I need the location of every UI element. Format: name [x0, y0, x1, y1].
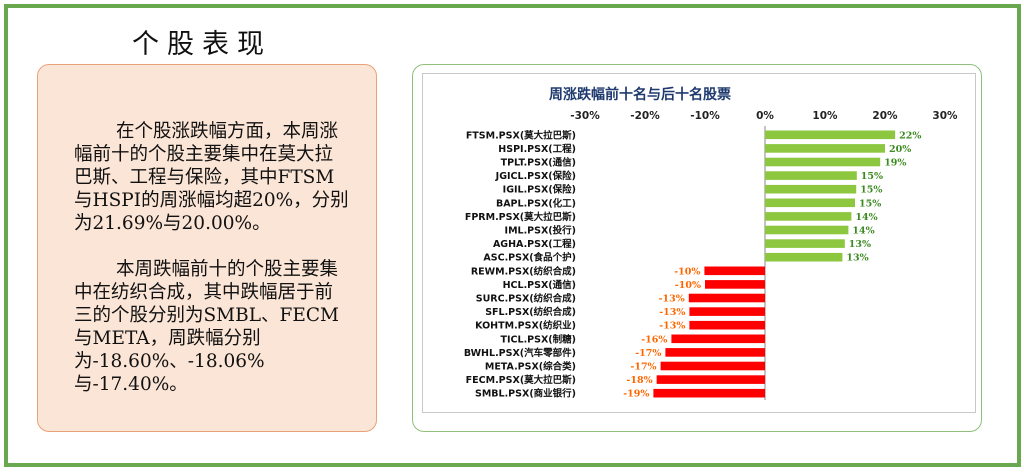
- data-label: -19%: [623, 389, 649, 400]
- loser-bar: [705, 280, 765, 289]
- category-label: FTSM.PSX(莫大拉巴斯): [466, 129, 576, 141]
- loser-bar: [665, 348, 765, 357]
- data-label: -13%: [659, 294, 685, 305]
- category-label: REWM.PSX(纺织合成): [471, 265, 576, 277]
- data-label: 14%: [852, 226, 874, 237]
- loser-bar: [656, 375, 765, 384]
- data-label: -17%: [635, 348, 661, 359]
- gainer-bar: [765, 239, 845, 248]
- data-label: 22%: [899, 130, 921, 141]
- x-tick-label: 10%: [812, 110, 838, 122]
- category-label: HSPI.PSX(工程): [498, 143, 576, 155]
- x-tick-label: -10%: [690, 110, 720, 122]
- data-label: -13%: [659, 321, 685, 332]
- loser-bar: [689, 320, 765, 330]
- data-label: -13%: [659, 307, 685, 318]
- category-label: IGIL.PSX(保险): [503, 184, 576, 196]
- category-label: FPRM.PSX(莫大拉巴斯): [465, 211, 576, 223]
- category-label: IML.PSX(投行): [505, 225, 576, 237]
- loser-bar: [704, 266, 765, 276]
- gainer-bar: [765, 184, 857, 194]
- x-tick-label: 30%: [932, 110, 958, 122]
- x-tick-label: -30%: [570, 110, 600, 122]
- category-label: FECM.PSX(莫大拉巴斯): [466, 374, 576, 386]
- page-title: 个股表现: [132, 29, 272, 60]
- chart-title: 周涨跌幅前十名与后十名股票: [549, 86, 731, 103]
- gainer-bar: [765, 252, 843, 262]
- loser-bar: [653, 388, 765, 398]
- data-label: -18%: [626, 375, 652, 386]
- category-label: BAPL.PSX(化工): [496, 197, 576, 209]
- gainer-bar: [765, 225, 849, 235]
- category-label: AGHA.PSX(工程): [493, 238, 576, 250]
- gainer-bar: [765, 198, 855, 208]
- loser-bar: [689, 307, 765, 316]
- loser-bar: [688, 293, 765, 303]
- gainer-bar: [765, 144, 885, 153]
- x-tick-label: 20%: [872, 110, 898, 122]
- category-label: TICL.PSX(制糖): [501, 333, 576, 345]
- data-label: -16%: [641, 334, 667, 345]
- data-label: 15%: [859, 198, 881, 209]
- chart-panel: [412, 64, 982, 432]
- category-label: KOHTM.PSX(纺织业): [475, 320, 576, 332]
- loser-bar: [671, 334, 765, 344]
- gainer-bar: [765, 171, 857, 180]
- gainer-bar: [765, 212, 852, 221]
- x-tick-label: 0%: [756, 110, 774, 122]
- data-label: -17%: [630, 362, 656, 373]
- data-label: 13%: [849, 239, 871, 250]
- gainer-bar: [765, 130, 896, 140]
- chart-plot-frame: [422, 73, 976, 413]
- category-label: SMBL.PSX(商业银行): [475, 388, 576, 400]
- category-label: META.PSX(综合类): [485, 361, 576, 373]
- data-label: 15%: [861, 171, 883, 182]
- data-label: 14%: [855, 212, 877, 223]
- data-label: 19%: [884, 158, 906, 169]
- data-label: 15%: [860, 185, 882, 196]
- data-label: -10%: [674, 266, 700, 277]
- category-label: HCL.PSX(通信): [503, 279, 576, 291]
- commentary-paragraph-gainers: 在个股涨跌幅方面，本周涨幅前十的个股主要集中在莫大拉巴斯、工程与保险，其中FTS…: [74, 121, 349, 234]
- gainer-bar: [765, 157, 881, 167]
- category-label: SFL.PSX(纺织合成): [485, 306, 576, 318]
- x-tick-label: -20%: [630, 110, 660, 122]
- data-label: 13%: [846, 253, 868, 264]
- commentary-paragraph-losers: 本周跌幅前十的个股主要集中在纺织合成，其中跌幅居于前三的个股分别为SMBL、FE…: [74, 259, 339, 395]
- commentary-box: 在个股涨跌幅方面，本周涨幅前十的个股主要集中在莫大拉巴斯、工程与保险，其中FTS…: [37, 64, 377, 432]
- category-label: TPLT.PSX(通信): [501, 157, 576, 169]
- category-label: JGICL.PSX(保险): [495, 170, 576, 182]
- category-label: SURC.PSX(纺织合成): [476, 293, 576, 305]
- category-label: BWHL.PSX(汽车零部件): [464, 347, 576, 359]
- data-label: 20%: [889, 144, 911, 155]
- data-label: -10%: [675, 280, 701, 291]
- loser-bar: [660, 361, 765, 371]
- category-label: ASC.PSX(食品个护): [483, 252, 576, 264]
